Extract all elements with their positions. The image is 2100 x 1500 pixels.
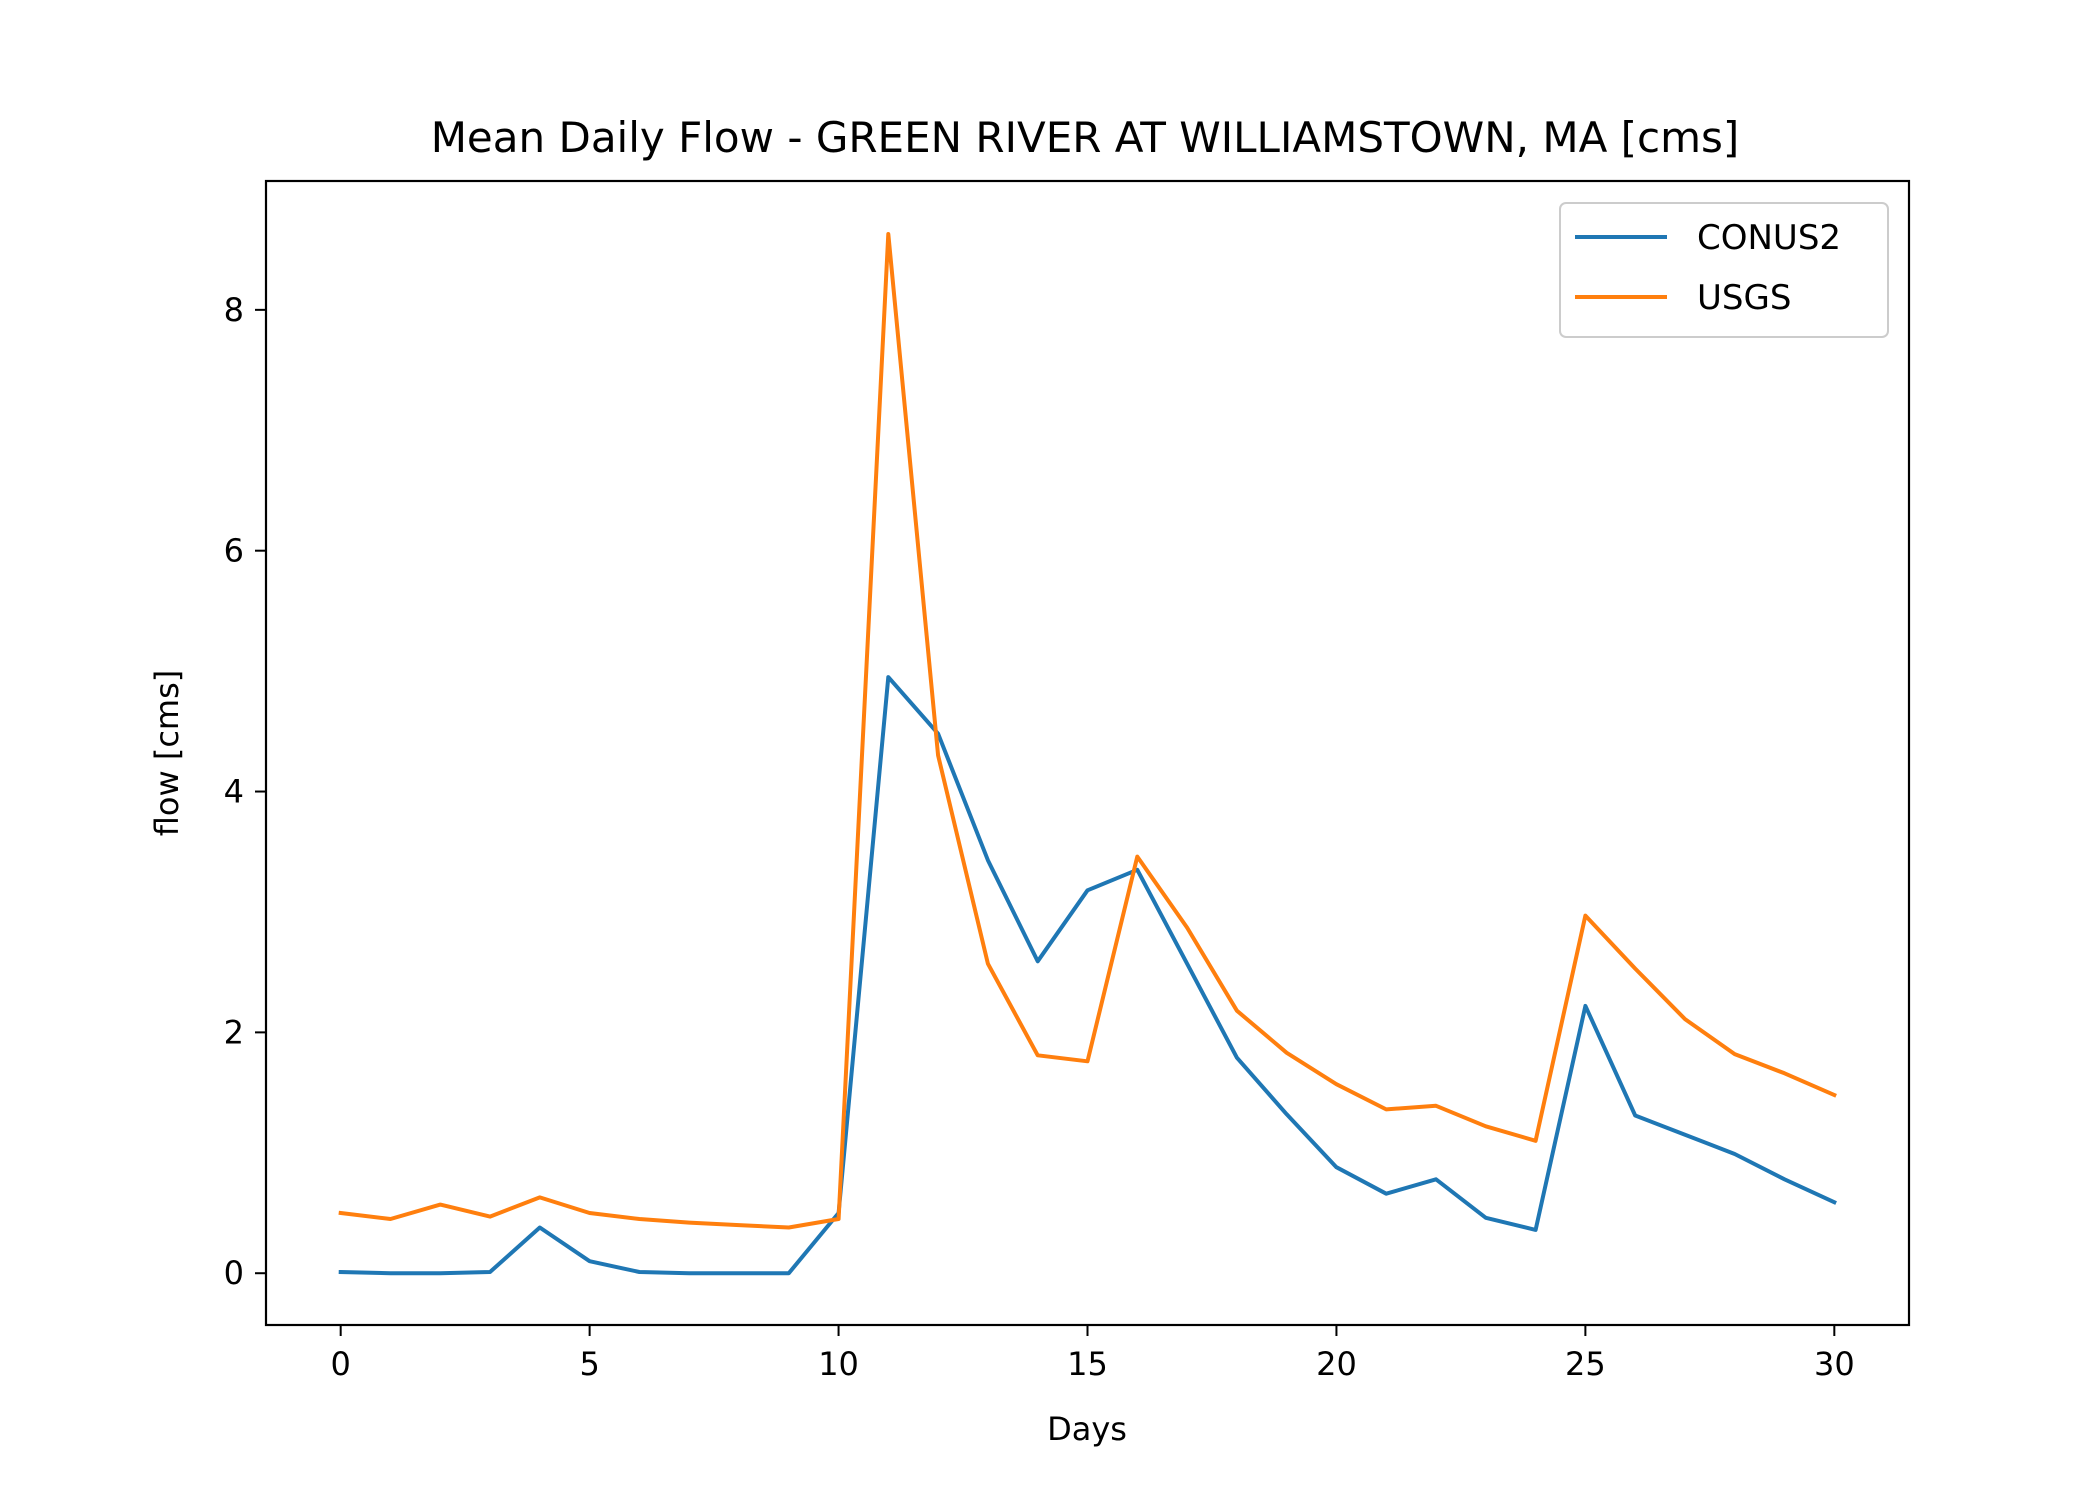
y-tick-label: 0 [224,1254,244,1292]
y-tick-label: 8 [224,291,244,329]
y-axis: 0 2 4 6 8 [224,291,266,1292]
legend: CONUS2 USGS [1559,202,1889,338]
x-axis-label: Days [1047,1410,1127,1448]
x-axis: 0 5 10 15 20 25 30 [331,1325,1855,1383]
x-tick-label: 20 [1316,1345,1357,1383]
x-tick-label: 10 [818,1345,859,1383]
chart-title: Mean Daily Flow - GREEN RIVER AT WILLIAM… [431,113,1740,162]
series-layer [338,232,1837,1276]
x-tick-label: 15 [1067,1345,1108,1383]
y-axis-label: flow [cms] [148,670,186,836]
y-tick-label: 4 [224,773,244,811]
x-tick-label: 0 [331,1345,351,1383]
series-line-usgs [338,232,1837,1230]
legend-label-usgs: USGS [1697,278,1791,318]
x-tick-label: 25 [1565,1345,1606,1383]
y-tick-label: 6 [224,532,244,570]
legend-label-conus2: CONUS2 [1697,218,1841,258]
x-tick-label: 30 [1814,1345,1855,1383]
series-line-conus2 [338,675,1837,1276]
x-tick-label: 5 [579,1345,599,1383]
y-tick-label: 2 [224,1013,244,1051]
